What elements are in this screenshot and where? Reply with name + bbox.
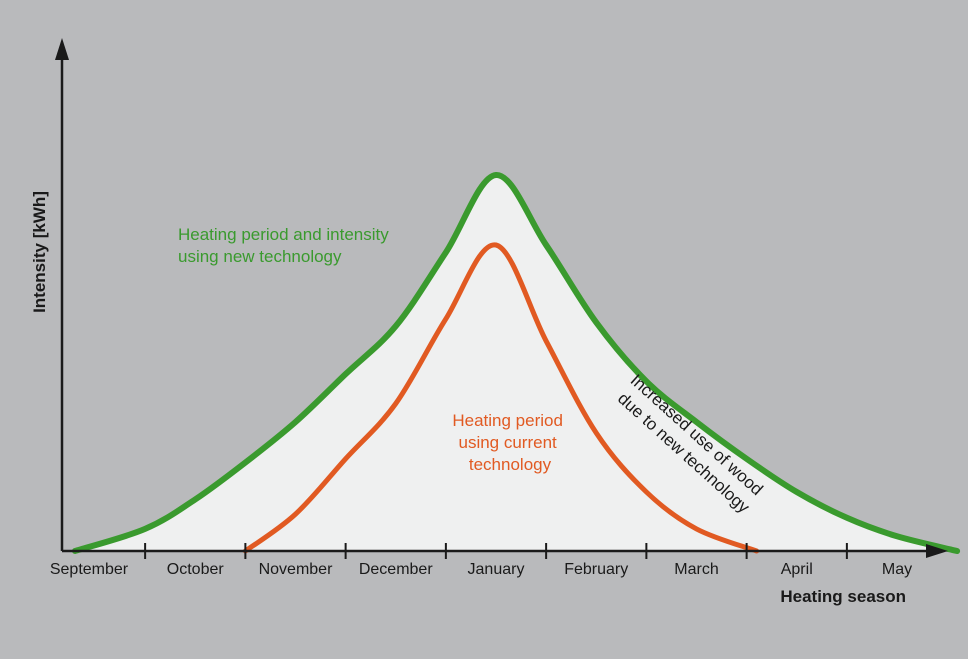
series-line-new-technology <box>72 172 961 554</box>
annotation-new-technology-line2: using new technology <box>178 247 342 266</box>
x-tick-label: February <box>564 561 628 578</box>
x-tick-label: May <box>882 561 912 578</box>
annotation-current-technology-line1: Heating period <box>452 411 563 430</box>
series-line-current-technology <box>242 242 760 554</box>
annotation-current-technology-line2: using current <box>458 433 557 452</box>
x-tick-label: September <box>50 561 129 578</box>
x-axis-arrow <box>926 544 948 558</box>
x-tick-label: January <box>468 561 525 578</box>
x-tick-label: October <box>167 561 225 578</box>
x-axis-title: Heating season <box>780 587 906 606</box>
x-tick-label: December <box>359 561 433 578</box>
area-between-curves <box>75 174 958 552</box>
x-axis-tick-labels: September October November December January F… <box>50 561 912 578</box>
x-axis-ticks <box>144 543 848 559</box>
y-axis-arrow <box>55 38 69 60</box>
annotation-new-technology-line1: Heating period and intensity <box>178 225 389 244</box>
x-tick-label: April <box>781 561 813 578</box>
annotation-current-technology: Heating period using current technology <box>452 411 567 474</box>
x-tick-label: March <box>674 561 718 578</box>
annotation-new-technology: Heating period and intensity using new t… <box>178 225 393 266</box>
x-tick-label: November <box>259 561 333 578</box>
annotation-current-technology-line3: technology <box>469 455 552 474</box>
y-axis-title: Intensity [kWh] <box>30 191 49 313</box>
